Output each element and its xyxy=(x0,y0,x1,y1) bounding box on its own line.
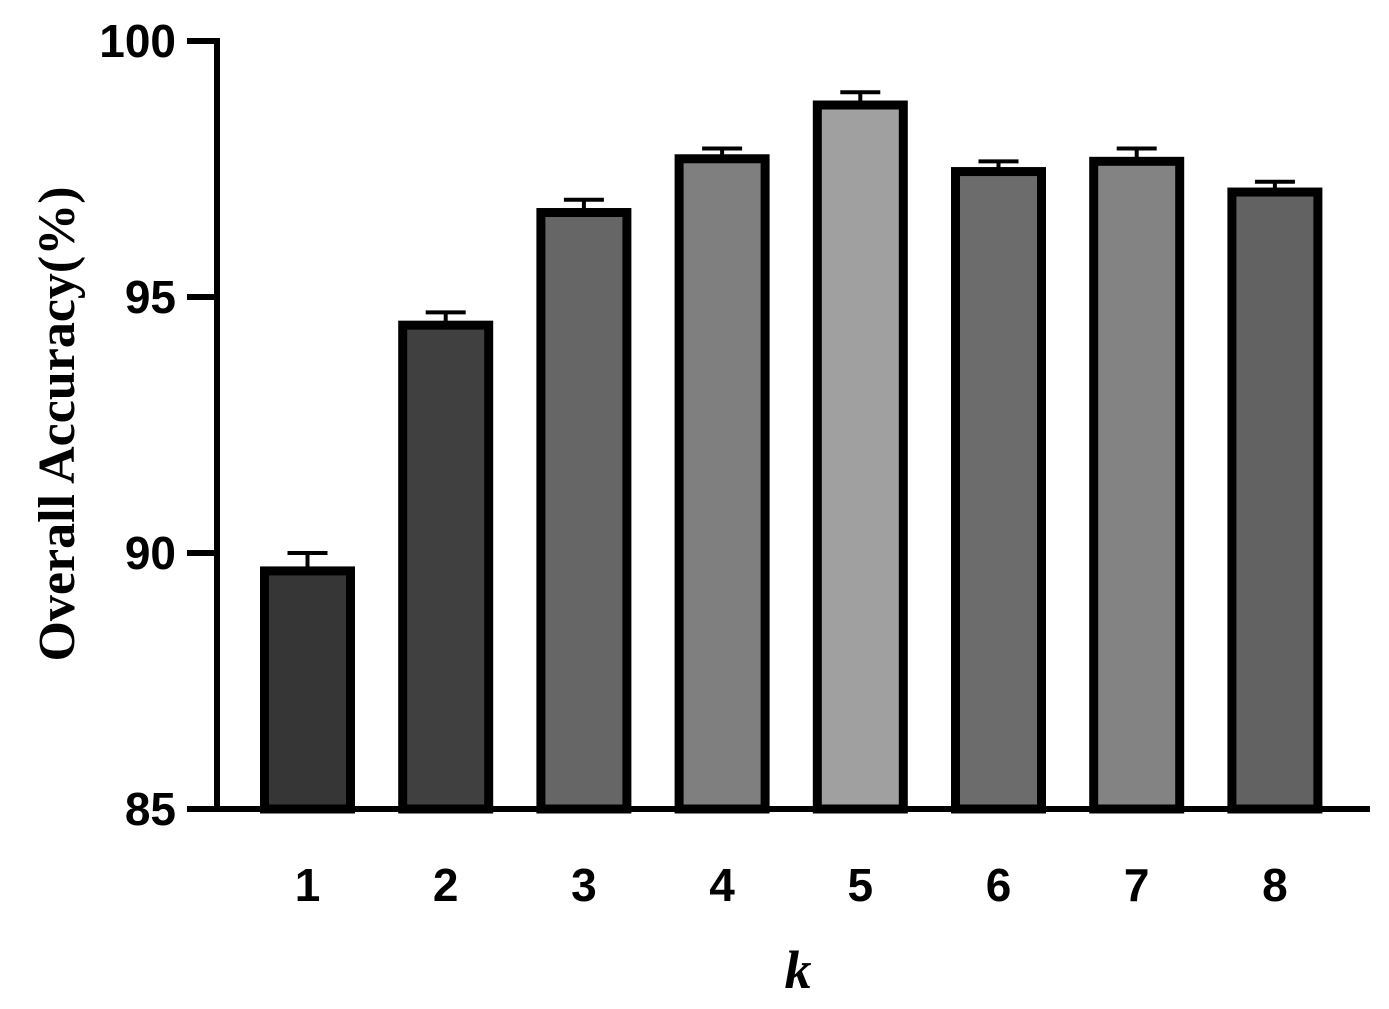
y-tick-label-100: 100 xyxy=(99,15,176,67)
x-axis-label: k xyxy=(785,940,812,1000)
x-tick-label-3: 3 xyxy=(571,859,597,911)
bar-7 xyxy=(1089,156,1185,814)
y-tick-label-90: 90 xyxy=(125,527,176,579)
bar-6 xyxy=(951,167,1046,814)
bar-5 xyxy=(812,100,908,814)
x-ticks: 1 2 3 4 5 6 7 8 xyxy=(295,859,1288,911)
x-tick-label-1: 1 xyxy=(295,859,321,911)
bar-3 xyxy=(536,208,632,814)
error-bars-layer xyxy=(287,90,1295,567)
y-ticks: 85 90 95 100 xyxy=(99,15,217,835)
axes xyxy=(214,38,1370,812)
y-axis-label: Overall Accuracy(%) xyxy=(29,186,86,661)
y-tick-label-95: 95 xyxy=(125,271,176,323)
bars-layer xyxy=(260,100,1323,814)
bar-1 xyxy=(260,566,355,814)
x-tick-label-4: 4 xyxy=(709,859,735,911)
x-tick-label-7: 7 xyxy=(1124,859,1150,911)
x-tick-label-2: 2 xyxy=(433,859,459,911)
bar-8 xyxy=(1227,187,1323,814)
bar-2 xyxy=(398,320,494,814)
x-tick-label-6: 6 xyxy=(986,859,1012,911)
x-tick-label-5: 5 xyxy=(848,859,874,911)
bar-4 xyxy=(674,154,770,814)
x-tick-label-8: 8 xyxy=(1262,859,1288,911)
y-tick-label-85: 85 xyxy=(125,783,176,835)
